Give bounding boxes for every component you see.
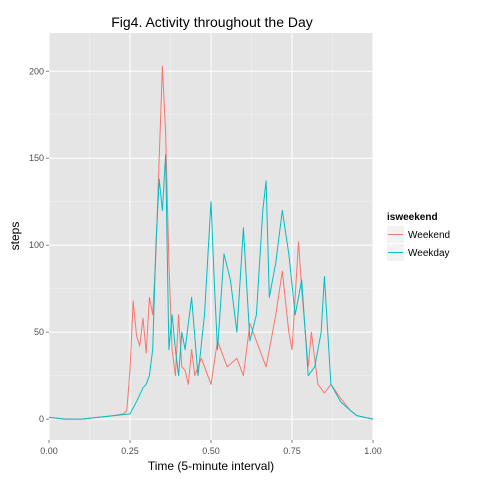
y-axis-ticks: 0 50 100 150 200: [29, 66, 49, 424]
legend-label-weekday: Weekday: [408, 248, 450, 259]
series-lines: [48, 65, 374, 420]
x-axis-ticks: 0.00 0.25 0.50 0.75 1.00: [40, 440, 382, 456]
x-tick-label: 0.00: [40, 446, 58, 456]
legend: isweekend Weekend Weekday: [387, 212, 450, 261]
y-tick-label: 200: [29, 66, 44, 76]
x-axis-title: Time (5-minute interval): [148, 459, 274, 473]
y-tick-label: 0: [39, 414, 44, 424]
series-line-weekday: [48, 154, 374, 420]
legend-title: isweekend: [387, 212, 438, 223]
y-tick-label: 50: [34, 327, 44, 337]
y-axis-title: steps: [8, 222, 22, 251]
y-tick-label: 100: [29, 240, 44, 250]
x-tick-label: 0.50: [202, 446, 220, 456]
x-tick-label: 0.75: [283, 446, 301, 456]
chart-title: Fig4. Activity throughout the Day: [111, 14, 313, 30]
x-tick-label: 1.00: [364, 446, 382, 456]
y-tick-label: 150: [29, 153, 44, 163]
x-tick-label: 0.25: [121, 446, 139, 456]
legend-label-weekend: Weekend: [408, 230, 450, 241]
